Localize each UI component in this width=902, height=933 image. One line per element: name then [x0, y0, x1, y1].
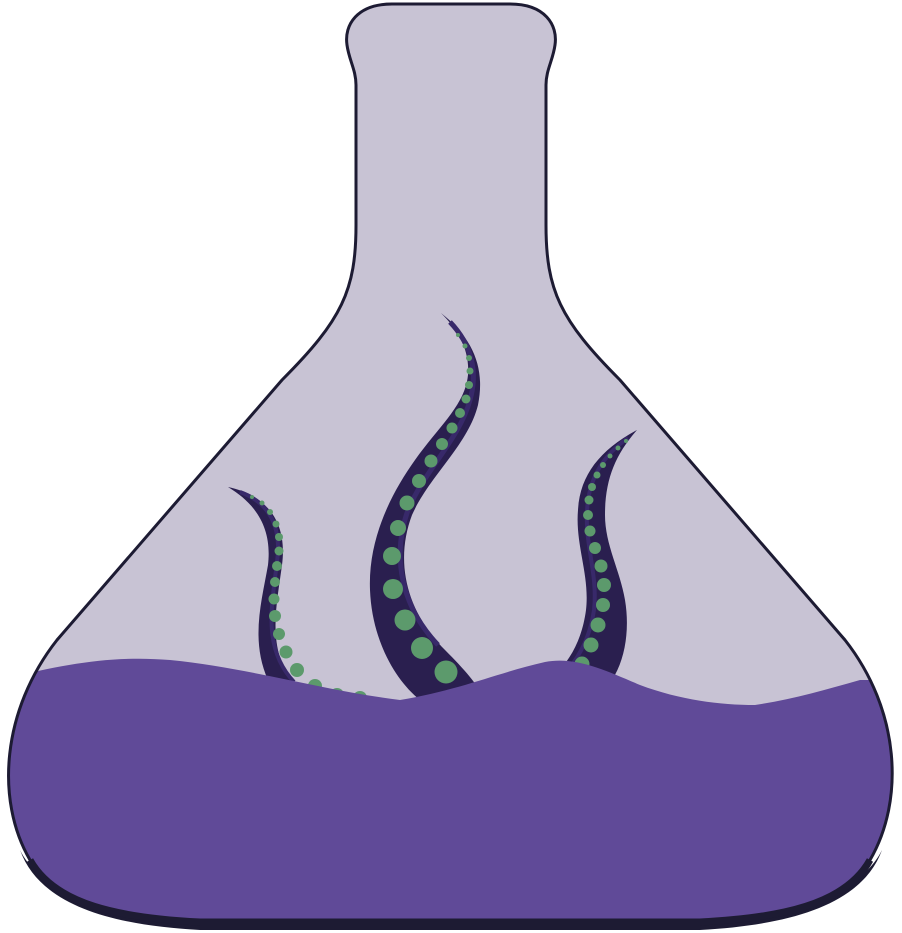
center-tentacle — [369, 313, 485, 700]
flask-liquid — [8, 658, 893, 922]
flask-base-outline — [26, 858, 874, 926]
center-tentacle-suckers — [383, 333, 474, 684]
